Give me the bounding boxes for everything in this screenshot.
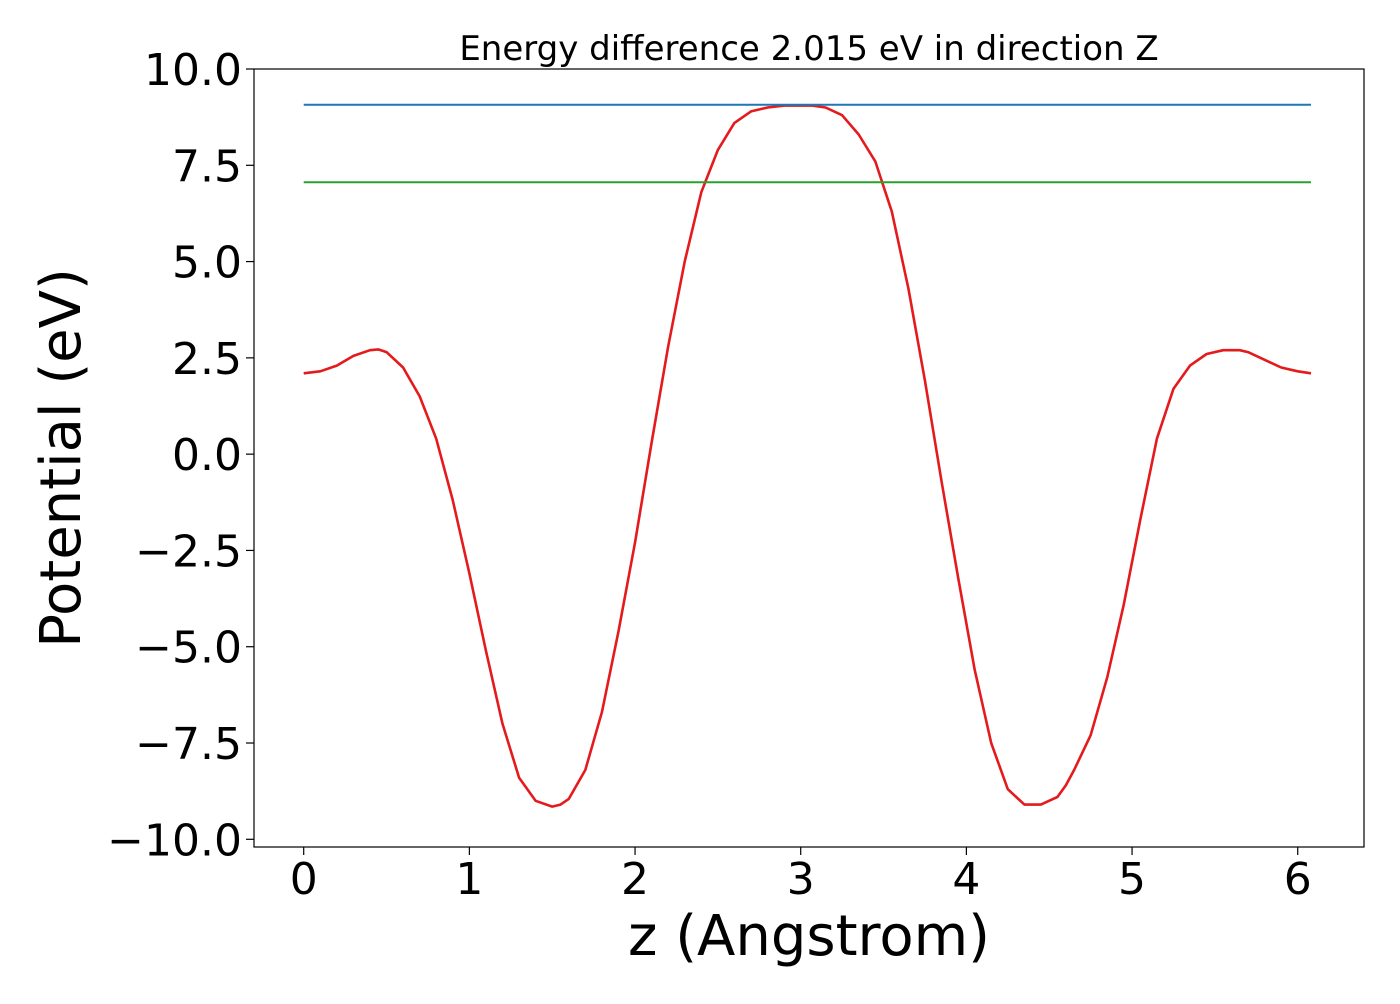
chart-title: Energy difference 2.015 eV in direction …	[459, 29, 1158, 69]
plot-frame	[253, 68, 1365, 848]
y-tick-label: 5.0	[172, 238, 242, 289]
axes-frame	[253, 68, 1365, 848]
y-tick-label: 10.0	[144, 45, 242, 96]
y-tick-label: −2.5	[135, 526, 242, 577]
x-tick-label: 5	[1118, 854, 1146, 905]
x-tick-label: 4	[952, 854, 980, 905]
y-tick-label: 0.0	[172, 430, 242, 481]
y-tick-label: −5.0	[135, 623, 242, 674]
y-tick-label: 7.5	[172, 141, 242, 192]
x-tick-label: 6	[1284, 854, 1312, 905]
series-layer	[303, 103, 1312, 808]
x-axis-label: z (Angstrom)	[628, 904, 990, 969]
series-line-0	[303, 104, 1312, 808]
x-tick-label: 3	[787, 854, 815, 905]
y-tick-label: −10.0	[107, 815, 242, 866]
x-tick-label: 1	[455, 854, 483, 905]
y-axis-label: Potential (eV)	[29, 268, 94, 648]
x-tick-label: 2	[621, 854, 649, 905]
x-axis-ticks: 0 1 2 3 4 5 6	[290, 847, 1312, 905]
y-axis-ticks: 10.0 7.5 5.0 2.5 0.0 −2.5 −5.0 −7.5 −10.0	[107, 45, 254, 866]
y-tick-label: 2.5	[172, 334, 242, 385]
y-tick-label: −7.5	[135, 719, 242, 770]
x-tick-label: 0	[290, 854, 318, 905]
